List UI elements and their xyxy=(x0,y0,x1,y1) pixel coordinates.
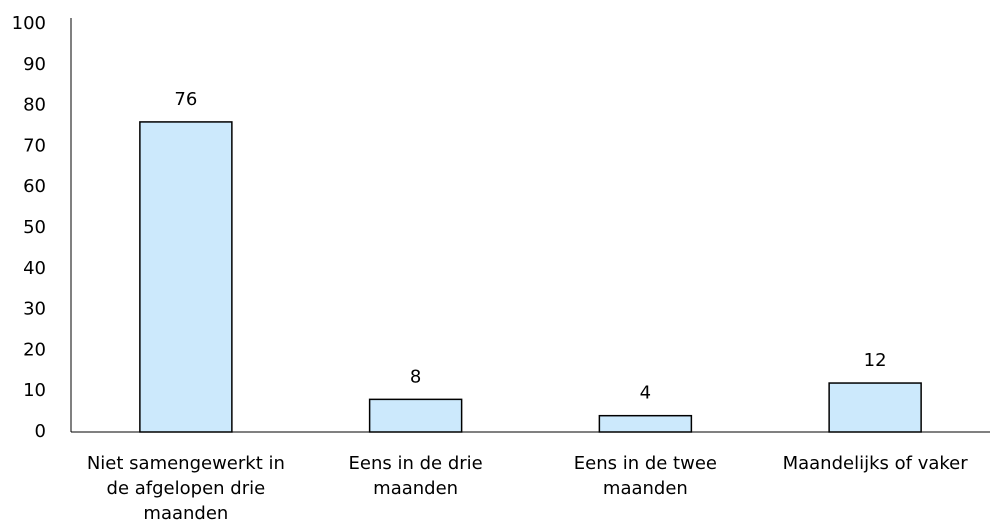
data-label: 8 xyxy=(410,366,421,387)
data-label: 76 xyxy=(174,89,197,110)
y-tick-label: 20 xyxy=(23,339,46,360)
x-tick-label: Niet samengewerkt in de afgelopen drie m… xyxy=(86,453,285,524)
y-tick-label: 70 xyxy=(23,135,46,156)
data-label: 12 xyxy=(864,350,887,371)
y-tick-label: 30 xyxy=(23,299,46,320)
y-tick-label: 0 xyxy=(35,421,46,442)
bar xyxy=(598,414,693,433)
y-tick-label: 100 xyxy=(12,13,46,34)
y-tick-label: 40 xyxy=(23,258,46,279)
data-label: 4 xyxy=(640,383,651,404)
bar xyxy=(139,121,233,433)
x-tick-label: Eens in de twee maanden xyxy=(573,453,717,499)
bar xyxy=(368,398,463,433)
y-tick-label: 10 xyxy=(23,380,46,401)
y-tick-label: 50 xyxy=(23,217,46,238)
x-tick-label: Maandelijks of vaker xyxy=(782,453,968,474)
y-tick-label: 80 xyxy=(23,95,46,116)
x-tick-label: Eens in de drie maanden xyxy=(348,453,483,499)
y-tick-label: 90 xyxy=(23,54,46,75)
y-tick-label: 60 xyxy=(23,176,46,197)
bar xyxy=(828,382,922,433)
